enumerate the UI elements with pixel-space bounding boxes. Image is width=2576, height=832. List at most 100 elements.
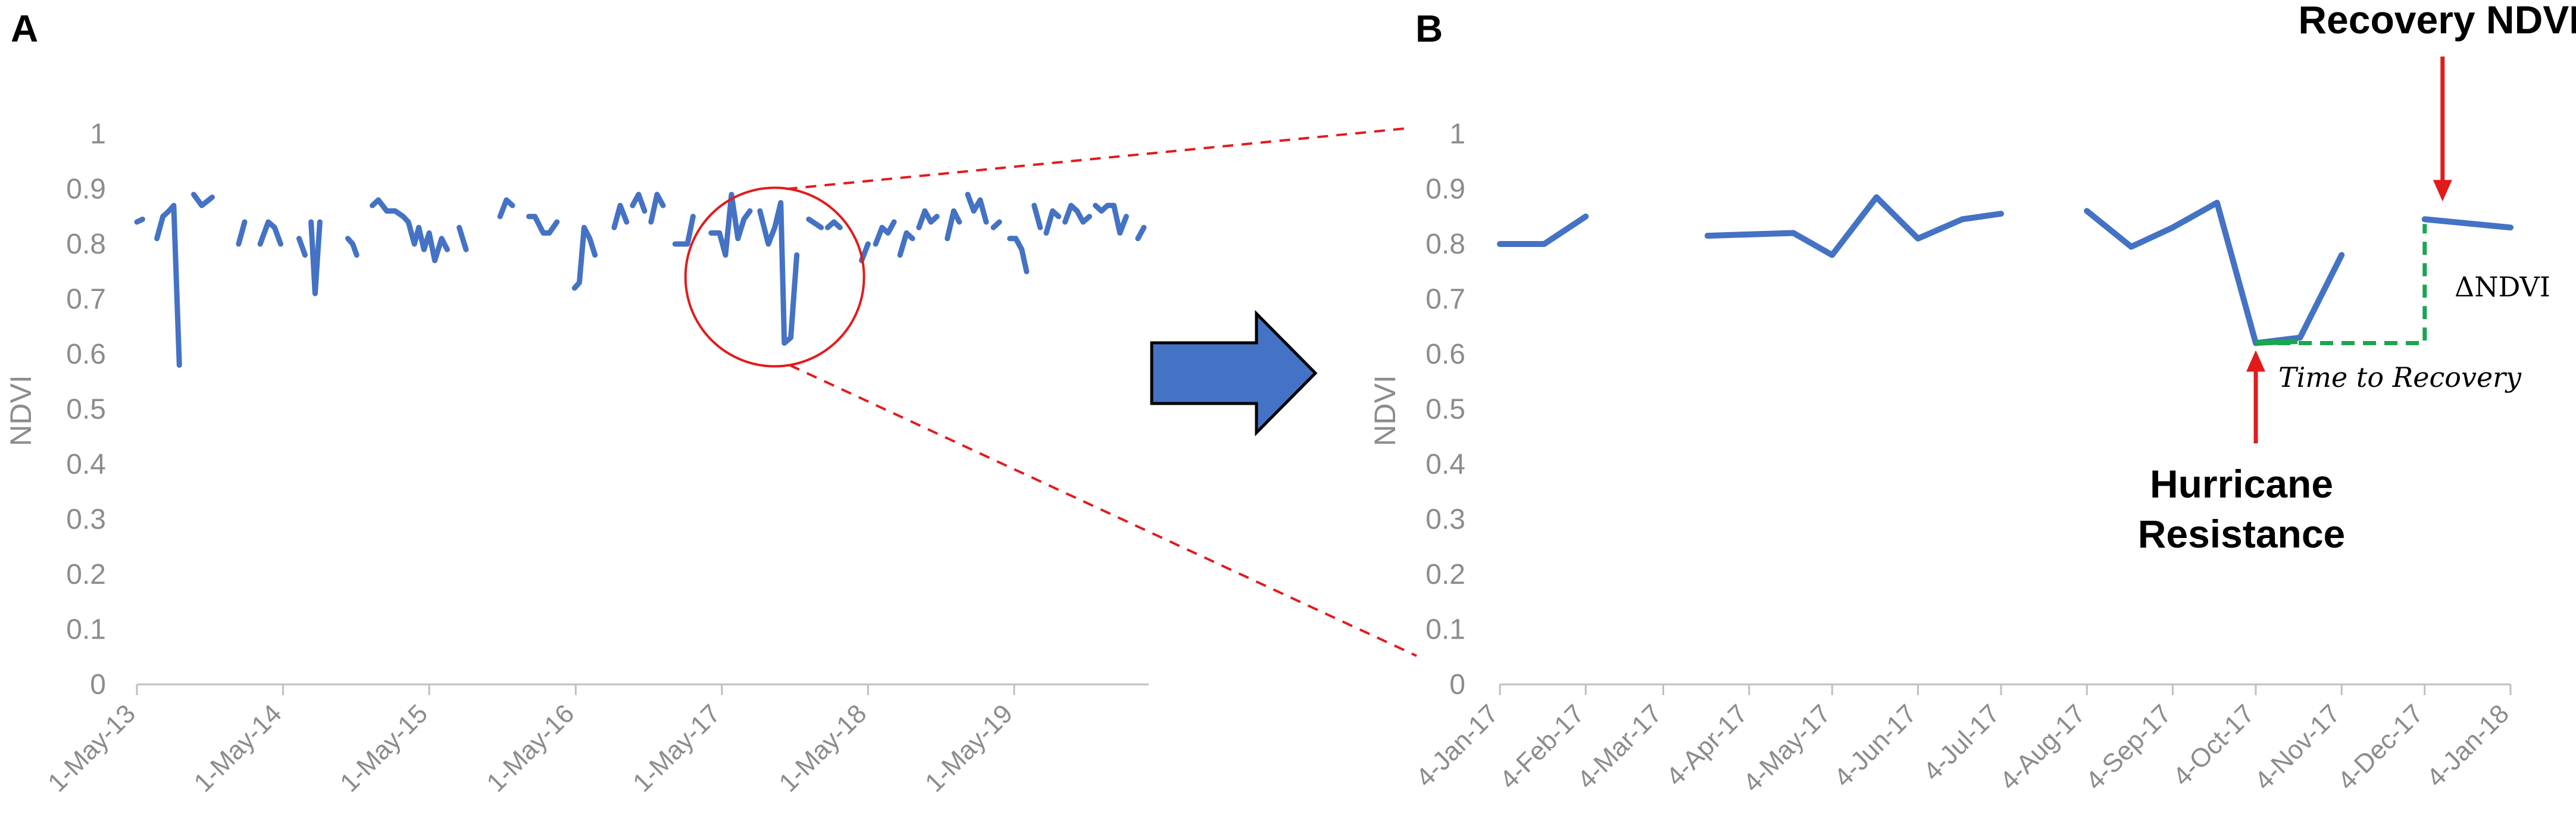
y-tick-label: 0.2 — [1425, 559, 1465, 590]
resistance-segment — [2255, 339, 2298, 346]
ndvi-series-segment — [672, 214, 696, 247]
ndvi-series-segment — [965, 192, 989, 225]
ndvi-series-segment — [457, 224, 469, 252]
chart-a-y-ticks: 0 0.1 0.2 0.3 0.4 0.5 0.6 0.7 0.8 0.9 1 — [66, 118, 106, 700]
hurricane-resistance-label-1: Hurricane — [2150, 462, 2333, 506]
x-tick-label: 1-May-19 — [920, 699, 1018, 797]
x-tick-label: 1-May-16 — [481, 699, 580, 797]
y-tick-label: 0.3 — [66, 504, 106, 536]
y-tick-label: 1 — [90, 118, 106, 150]
ndvi-series-segment — [2084, 199, 2345, 346]
ndvi-series-segment — [873, 219, 897, 247]
ndvi-series-segment — [1043, 208, 1062, 236]
ndvi-series-segment — [757, 200, 800, 346]
x-tick-label: 1-May-18 — [773, 699, 872, 797]
x-tick-label: 4-Jan-17 — [1411, 699, 1504, 792]
ndvi-series-segment — [1704, 194, 2004, 258]
y-tick-label: 0.7 — [66, 284, 106, 315]
x-tick-label: 4-Sep-17 — [2080, 699, 2177, 796]
y-tick-label: 0 — [1449, 669, 1465, 700]
x-tick-label: 4-Oct-17 — [2167, 699, 2260, 792]
ndvi-series-segment — [611, 202, 630, 230]
recovery-ndvi-arrowhead — [2433, 180, 2452, 202]
y-tick-label: 1 — [1449, 118, 1465, 150]
x-tick-label: 4-Feb-17 — [1494, 699, 1590, 795]
chart-a-ylabel: NDVI — [4, 375, 37, 446]
zoom-highlight-circle — [684, 186, 865, 368]
x-tick-label: 4-Nov-17 — [2249, 699, 2346, 796]
x-tick-label: 4-Jul-17 — [1918, 699, 2005, 786]
ndvi-series-segment — [806, 216, 824, 230]
recovery-ndvi-label: Recovery NDVI — [2298, 0, 2576, 42]
y-tick-label: 0.5 — [66, 394, 106, 426]
hurricane-resistance-arrowhead — [2246, 350, 2266, 372]
ndvi-series-segment — [1093, 202, 1129, 236]
ndvi-series-segment — [296, 236, 308, 258]
y-tick-label: 0.6 — [1425, 339, 1465, 370]
x-tick-label: 4-Jun-17 — [1828, 699, 1922, 792]
y-tick-label: 0.2 — [66, 559, 106, 590]
ndvi-series-segment — [497, 197, 515, 220]
y-tick-label: 0 — [90, 669, 106, 700]
zoom-guide-bottom — [789, 364, 1417, 657]
chart-b-series — [1497, 194, 2514, 346]
chart-b-annotations: Recovery NDVI Hurricane Resistance ΔNDVI… — [2138, 0, 2576, 556]
x-tick-label: 4-Mar-17 — [1572, 699, 1668, 795]
y-tick-label: 0.6 — [66, 339, 106, 370]
ndvi-series-segment — [825, 219, 843, 230]
ndvi-series-segment — [1007, 236, 1030, 274]
zoom-guide-top — [786, 127, 1411, 190]
zoom-arrow — [1150, 309, 1318, 437]
ndvi-series-segment — [1031, 202, 1043, 230]
x-tick-label: 4-May-17 — [1737, 699, 1836, 797]
x-tick-label: 4-Dec-17 — [2332, 699, 2429, 796]
y-tick-label: 0.9 — [1425, 174, 1465, 205]
delta-ndvi-label: ΔNDVI — [2455, 271, 2550, 303]
x-tick-label: 1-May-13 — [42, 699, 141, 797]
ndvi-series-segment — [630, 192, 648, 214]
chart-a: NDVI 0 0.1 0.2 0.3 0.4 0.5 0.6 0.7 0.8 0.9 1 1-May… — [4, 118, 1149, 797]
ndvi-series-segment — [1062, 202, 1092, 225]
y-tick-label: 0.7 — [1425, 284, 1465, 315]
ndvi-series-segment — [648, 192, 666, 225]
panel-a-letter: A — [11, 7, 38, 50]
ndvi-series-segment — [134, 216, 145, 225]
chart-b-ylabel: NDVI — [1368, 375, 1402, 446]
y-tick-label: 0.1 — [1425, 614, 1465, 646]
ndvi-series-segment — [1135, 224, 1147, 242]
ndvi-series-segment — [257, 219, 283, 247]
ndvi-series-segment — [897, 230, 915, 258]
ndvi-series-segment — [236, 219, 248, 247]
ndvi-series-segment — [945, 208, 962, 242]
ndvi-series-segment — [708, 192, 753, 258]
chart-a-series — [134, 192, 1147, 368]
time-to-recovery-line — [2256, 224, 2427, 345]
ndvi-series-segment — [990, 219, 1002, 230]
chart-b-y-ticks: 0 0.1 0.2 0.3 0.4 0.5 0.6 0.7 0.8 0.9 1 — [1425, 118, 1465, 700]
y-tick-label: 0.1 — [66, 614, 106, 646]
y-tick-label: 0.8 — [66, 229, 106, 260]
hurricane-resistance-label-2: Resistance — [2138, 512, 2346, 556]
x-tick-label: 4-Jan-18 — [2421, 699, 2515, 792]
x-tick-label: 1-May-14 — [189, 699, 287, 797]
x-tick-label: 1-May-15 — [334, 699, 433, 797]
time-to-recovery-label: Time to Recovery — [2278, 361, 2522, 393]
ndvi-series-segment — [154, 202, 182, 368]
ndvi-series-segment — [370, 197, 450, 264]
ndvi-series-segment — [308, 219, 323, 296]
y-tick-label: 0.8 — [1425, 229, 1465, 260]
y-tick-label: 0.3 — [1425, 504, 1465, 536]
chart-a-x-ticks: 1-May-13 1-May-14 1-May-15 1-May-16 1-May-17… — [42, 684, 1018, 797]
x-tick-label: 4-Aug-17 — [1994, 699, 2092, 796]
chart-b-x-ticks: 4-Jan-174-Feb-174-Mar-174-Apr-174-May-17… — [1411, 684, 2515, 797]
y-tick-label: 0.4 — [66, 449, 106, 480]
y-tick-label: 0.5 — [1425, 394, 1465, 426]
ndvi-series-segment — [1497, 213, 1589, 247]
ndvi-series-segment — [191, 192, 215, 208]
y-tick-label: 0.4 — [1425, 449, 1465, 480]
ndvi-series-segment — [2421, 216, 2514, 231]
panel-b-letter: B — [1415, 7, 1443, 50]
ndvi-series-segment — [345, 236, 359, 258]
ndvi-series-segment — [526, 214, 560, 236]
